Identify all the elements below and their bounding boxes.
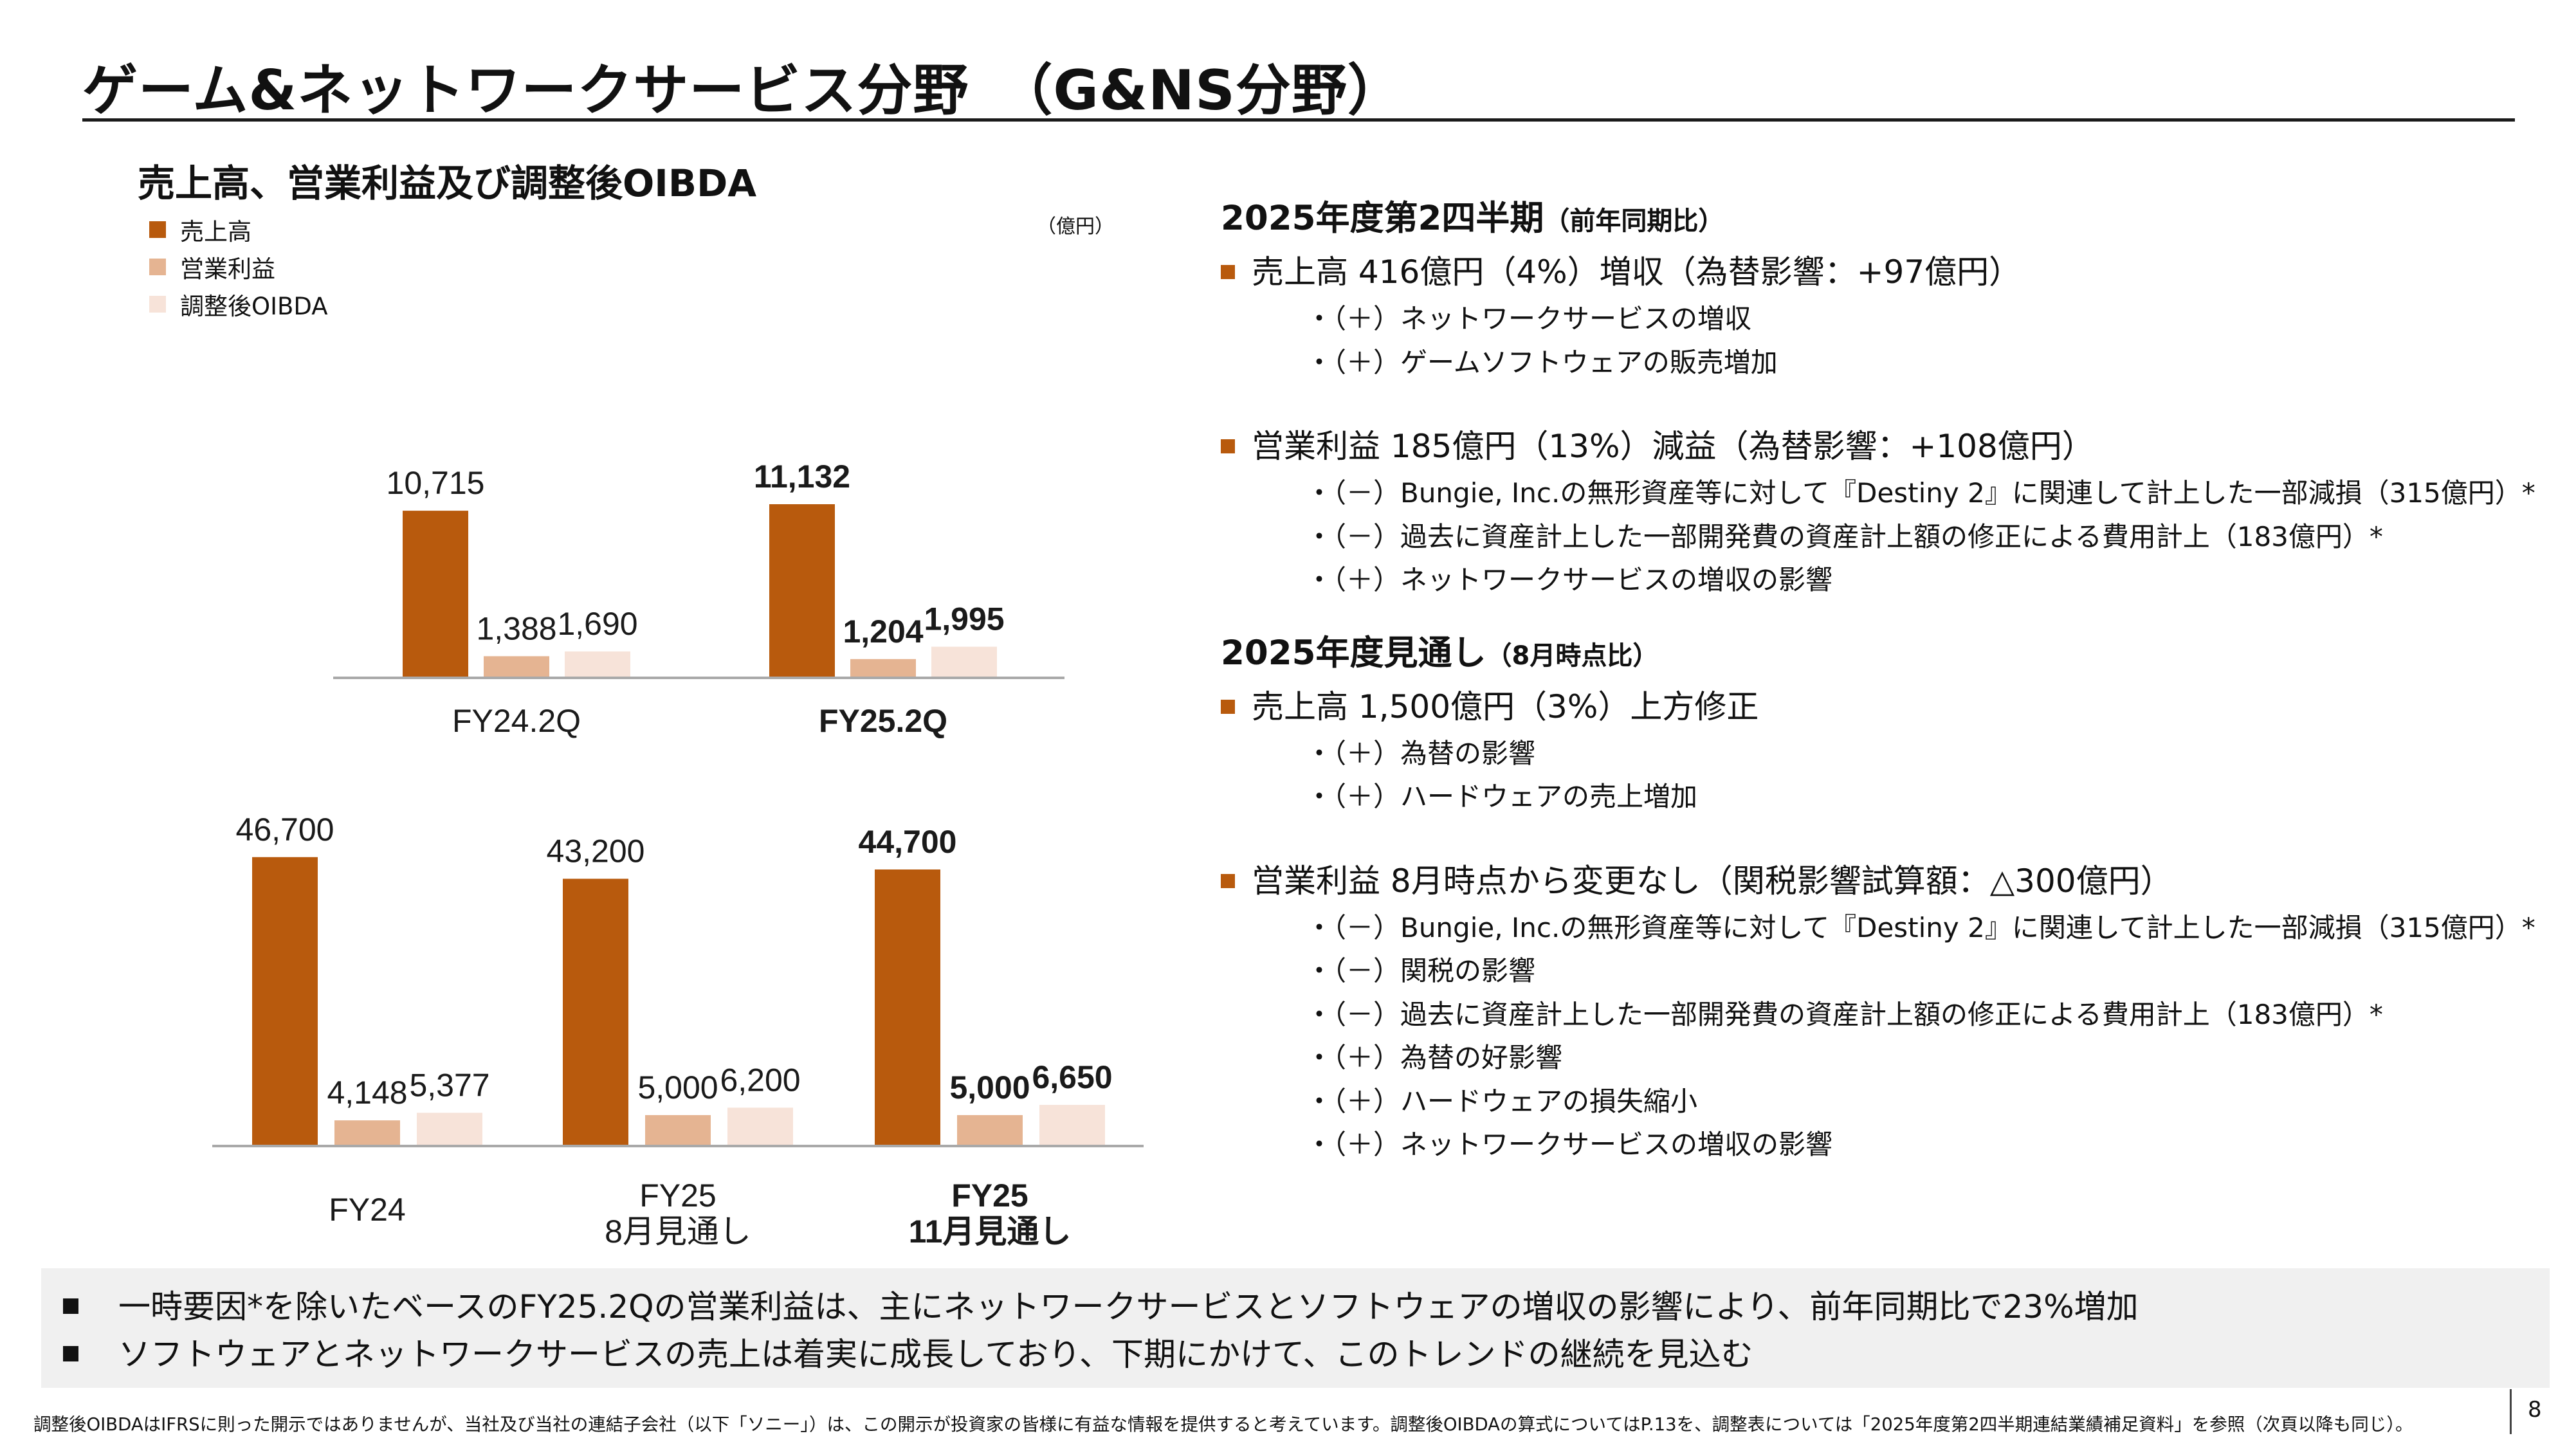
q2-heading-text: 2025年度第2四半期	[1221, 199, 1544, 238]
outlook-op-sub: ・（－）Bungie, Inc.の無形資産等に対して『Destiny 2』に関連…	[1306, 911, 2535, 943]
outlook-op-bullet: 営業利益 8月時点から変更なし（関税影響試算額：△300億円）	[1221, 856, 2571, 906]
bullet-square-icon	[1221, 439, 1235, 453]
outlook-op-sub: ・（＋）ネットワークサービスの増収の影響	[1306, 1129, 1833, 1160]
outlook-op-sub: ・（－）関税の影響	[1306, 955, 1536, 987]
page-number: 8	[2528, 1397, 2542, 1423]
data-label-oibda: 6,200	[720, 1062, 800, 1098]
bar-oibda	[565, 651, 630, 678]
q2-sales-text: 売上高 416億円（4%）増収（為替影響：+97億円）	[1252, 253, 2022, 291]
bar-oibda	[417, 1113, 482, 1146]
legend-item-oibda: 調整後OIBDA	[149, 286, 328, 323]
q2-sales-bullet: 売上高 416億円（4%）増収（為替影響：+97億円）	[1221, 247, 2571, 297]
category-label: FY25.2Q	[819, 703, 947, 739]
legend-swatch-sales	[149, 221, 166, 238]
bar-operating-income	[334, 1120, 400, 1146]
bar-sales	[769, 504, 835, 678]
legend-label-sales: 売上高	[180, 218, 251, 246]
data-label-sales: 46,700	[236, 812, 334, 848]
summary-box: 一時要因*を除いたベースのFY25.2Qの営業利益は、主にネットワークサービスと…	[41, 1268, 2550, 1388]
outlook-heading-text: 2025年度見通し	[1221, 633, 1486, 673]
page-title: ゲーム&ネットワークサービス分野 （G&NS分野）	[82, 59, 1403, 123]
outlook-sales-bullet: 売上高 1,500億円（3%）上方修正	[1221, 682, 2571, 732]
data-label-sales: 11,132	[754, 459, 850, 495]
data-label-oibda: 1,995	[924, 601, 1004, 637]
outlook-op-sub: ・（－）過去に資産計上した一部開発費の資産計上額の修正による費用計上（183億円…	[1306, 998, 2383, 1030]
legend-label-operating-income: 営業利益	[180, 255, 275, 283]
legend-swatch-oibda	[149, 296, 166, 313]
bar-operating-income	[957, 1115, 1023, 1146]
data-label-sales: 43,200	[547, 833, 645, 869]
footnote: 調整後OIBDAはIFRSに則った開示ではありませんが、当社及び当社の連結子会社…	[33, 1414, 2413, 1435]
summary-item: 一時要因*を除いたベースのFY25.2Qの営業利益は、主にネットワークサービスと…	[63, 1281, 2139, 1327]
data-label-operating-income: 1,388	[476, 610, 556, 646]
outlook-op-sub: ・（＋）為替の好影響	[1306, 1042, 1563, 1073]
bar-sales	[875, 869, 940, 1146]
q2-op-sub: ・（＋）ネットワークサービスの増収の影響	[1306, 564, 1833, 596]
bar-charts: 10,715 1,388 1,690 FY24.2Q 11,132 1,204 1,995 F…	[212, 459, 1144, 1250]
q2-op-text: 営業利益 185億円（13%）減益（為替影響：+108億円）	[1252, 428, 2094, 465]
outlook-sales-sub: ・（＋）ハードウェアの売上増加	[1306, 781, 1698, 812]
category-label-line2: 11月見通し	[909, 1214, 1072, 1250]
summary-text: 一時要因*を除いたベースのFY25.2Qの営業利益は、主にネットワークサービスと…	[118, 1288, 2139, 1325]
bullet-square-icon	[1221, 699, 1235, 714]
q2-op-sub: ・（－）過去に資産計上した一部開発費の資産計上額の修正による費用計上（183億円…	[1306, 520, 2383, 552]
summary-square-icon	[63, 1298, 78, 1314]
legend-swatch-operating-income	[149, 259, 166, 275]
data-label-oibda: 1,690	[557, 606, 637, 642]
chart-legend: 売上高 営業利益 調整後OIBDA	[149, 211, 328, 323]
q2-heading: 2025年度第2四半期（前年同期比）	[1221, 193, 2571, 247]
bar-sales	[403, 511, 468, 678]
category-label: FY24.2Q	[452, 703, 581, 739]
bar-oibda	[931, 646, 997, 678]
q2-sales-sub: ・（＋）ゲームソフトウェアの販売増加	[1306, 346, 1778, 378]
data-label-oibda: 6,650	[1032, 1059, 1112, 1095]
data-label-sales: 10,715	[387, 465, 485, 501]
data-label-operating-income: 5,000	[949, 1069, 1030, 1106]
q2-sales-sub: ・（＋）ネットワークサービスの増収	[1306, 303, 1752, 334]
title-divider	[82, 118, 2515, 122]
data-label-operating-income: 1,204	[843, 614, 923, 650]
bar-sales	[252, 857, 318, 1146]
legend-item-sales: 売上高	[149, 211, 328, 248]
data-label-operating-income: 4,148	[327, 1075, 407, 1111]
bar-operating-income	[850, 659, 916, 678]
bar-oibda	[727, 1107, 793, 1146]
bar-operating-income	[645, 1115, 711, 1146]
data-label-oibda: 5,377	[409, 1067, 489, 1103]
category-label: FY25	[951, 1178, 1028, 1214]
bar-sales	[563, 878, 628, 1146]
unit-label: （億円）	[1037, 215, 1114, 238]
category-label: FY24	[329, 1192, 406, 1228]
summary-item: ソフトウェアとネットワークサービスの売上は着実に成長しており、下期にかけて、この…	[63, 1329, 1753, 1375]
bullet-square-icon	[1221, 873, 1235, 888]
q2-heading-note: （前年同期比）	[1544, 206, 1724, 236]
outlook-heading: 2025年度見通し（8月時点比）	[1221, 628, 2571, 682]
outlook-op-sub: ・（＋）ハードウェアの損失縮小	[1306, 1085, 1698, 1117]
commentary-panel: 2025年度第2四半期（前年同期比） 売上高 416億円（4%）増収（為替影響：…	[1221, 193, 2571, 1167]
data-label-sales: 44,700	[859, 824, 957, 860]
summary-text: ソフトウェアとネットワークサービスの売上は着実に成長しており、下期にかけて、この…	[118, 1336, 1753, 1373]
q2-op-sub: ・（－）Bungie, Inc.の無形資産等に対して『Destiny 2』に関連…	[1306, 477, 2535, 509]
bullet-square-icon	[1221, 265, 1235, 279]
bar-operating-income	[484, 656, 549, 678]
summary-square-icon	[63, 1346, 78, 1361]
outlook-sales-sub: ・（＋）為替の影響	[1306, 737, 1536, 769]
q2-op-bullet: 営業利益 185億円（13%）減益（為替影響：+108億円）	[1221, 421, 2571, 471]
category-label: FY25	[639, 1178, 717, 1214]
category-label-line2: 8月見通し	[605, 1214, 751, 1250]
legend-item-operating-income: 営業利益	[149, 248, 328, 286]
data-label-operating-income: 5,000	[637, 1069, 718, 1106]
legend-label-oibda: 調整後OIBDA	[180, 293, 328, 320]
chart-title: 売上高、営業利益及び調整後OIBDA	[138, 161, 757, 205]
bar-oibda	[1039, 1105, 1105, 1146]
outlook-heading-note: （8月時点比）	[1486, 641, 1659, 671]
outlook-op-text: 営業利益 8月時点から変更なし（関税影響試算額：△300億円）	[1252, 862, 2173, 900]
page-number-divider	[2510, 1389, 2512, 1434]
outlook-sales-text: 売上高 1,500億円（3%）上方修正	[1252, 687, 1759, 725]
